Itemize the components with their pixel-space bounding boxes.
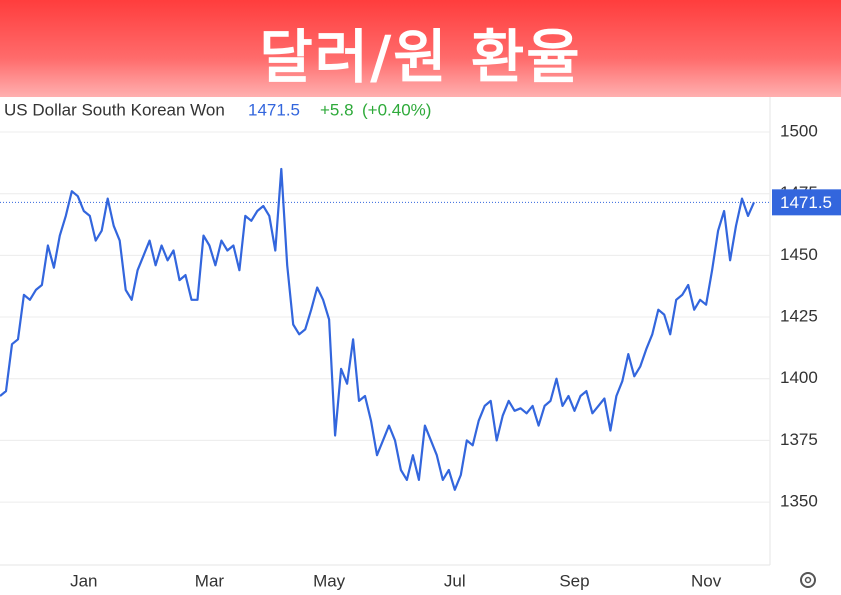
- last-price-label: 1471.5: [780, 193, 832, 212]
- x-tick-label: Jul: [444, 571, 466, 590]
- quote-change: +5.8: [320, 100, 354, 119]
- x-tick-label: May: [313, 571, 346, 590]
- y-tick-label: 1425: [780, 307, 818, 326]
- price-line: [0, 167, 756, 491]
- quote-name: US Dollar South Korean Won: [4, 100, 225, 119]
- banner-title: 달러/원 환율: [259, 23, 582, 91]
- quote-change-pct: (+0.40%): [362, 100, 431, 119]
- y-tick-label: 1350: [780, 492, 818, 511]
- y-tick-label: 1450: [780, 245, 818, 264]
- banner: 달러/원 환율: [0, 0, 841, 97]
- x-tick-label: Sep: [559, 571, 589, 590]
- x-tick-label: Nov: [691, 571, 722, 590]
- x-tick-label: Mar: [195, 571, 225, 590]
- y-tick-label: 1500: [780, 122, 818, 141]
- last-price-box: [772, 189, 841, 216]
- x-tick-label: Jan: [70, 571, 97, 590]
- y-tick-label: 1400: [780, 368, 818, 387]
- settings-icon[interactable]: [800, 572, 816, 588]
- y-tick-label: 1375: [780, 430, 818, 449]
- quote-price: 1471.5: [248, 100, 300, 119]
